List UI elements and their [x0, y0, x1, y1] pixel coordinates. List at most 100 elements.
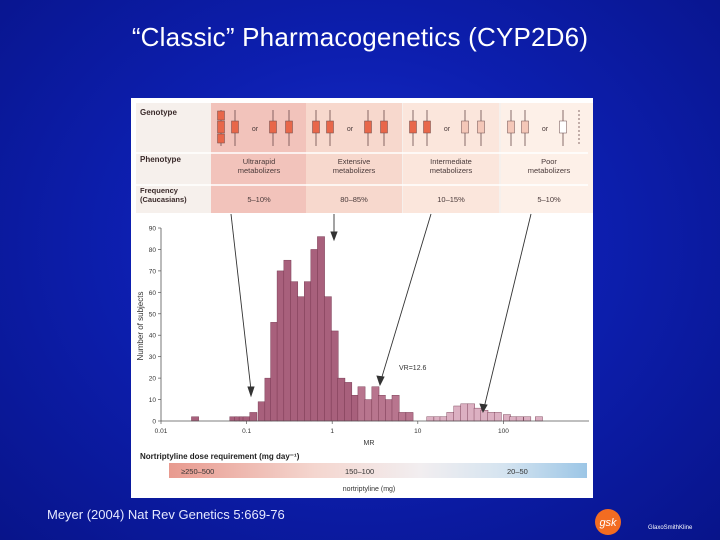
citation: Meyer (2004) Nat Rev Genetics 5:669-76 [47, 507, 285, 522]
phenotype-column-bg [501, 103, 597, 213]
histogram-bar [364, 399, 373, 422]
x-tick-label: 0.01 [155, 428, 168, 435]
y-tick-label: 90 [149, 226, 157, 233]
gene-box [559, 120, 567, 134]
genotype-schematics: or or or or [217, 110, 580, 146]
histogram-bar [257, 401, 266, 422]
gene-box [409, 120, 417, 134]
histogram-bar [191, 416, 199, 422]
histogram-bar [249, 412, 258, 422]
dose-unit: nortriptyline (mg) [343, 486, 396, 493]
gsk-logo: gsk [595, 509, 621, 535]
gene-box [217, 110, 225, 121]
histogram-bar [523, 416, 532, 422]
gene-box [477, 120, 485, 134]
gene-box [461, 120, 469, 134]
dose-gradient-bar [169, 463, 587, 478]
arrow-head [479, 403, 488, 414]
histogram-bar [297, 296, 305, 422]
arrow-head [376, 375, 385, 387]
histogram-bar [509, 416, 517, 422]
gene-box [231, 120, 239, 134]
cyp2d6-figure: Genotype Phenotype Frequency (Caucasians… [136, 103, 597, 493]
histogram-bar [385, 399, 393, 422]
figure-panel: Genotype Phenotype Frequency (Caucasians… [131, 98, 597, 498]
x-tick-label: 0.1 [242, 428, 251, 435]
dose-label: Nortriptyline dose requirement (mg day⁻¹… [140, 452, 300, 461]
gene-box [217, 120, 225, 134]
phenotype-name: Ultrarapid [243, 157, 276, 166]
phenotype-name: Extensive [338, 157, 371, 166]
histogram-bar [391, 395, 400, 422]
histogram-bar [317, 236, 325, 422]
histogram-bar [242, 416, 251, 422]
histogram-bar [276, 270, 285, 422]
vr-annotation: VR=12.6 [399, 365, 427, 372]
or-label: or [347, 126, 354, 133]
histogram-bar [480, 410, 489, 422]
y-tick-label: 10 [149, 397, 157, 404]
y-tick-label: 0 [152, 419, 156, 426]
frequency-value: 10–15% [437, 195, 465, 204]
histogram-bar [439, 416, 448, 422]
arrow-poor [483, 213, 532, 409]
histogram-bar [304, 281, 312, 422]
phenotype-name: Poor [541, 157, 557, 166]
phenotype-label: Phenotype [140, 155, 181, 164]
histogram-bar [535, 416, 543, 422]
histogram-bar [357, 386, 366, 422]
histogram-bar [487, 412, 495, 422]
dose-high: ≥250–500 [181, 467, 214, 476]
y-tick-label: 70 [149, 268, 157, 275]
or-label: or [542, 126, 549, 133]
y-axis-label: Number of subjects [136, 292, 145, 361]
gsk-logo-text: gsk [599, 517, 617, 529]
histogram-bar [371, 386, 380, 422]
gsk-logo-mark [595, 509, 621, 535]
x-axis-label: MR [364, 440, 375, 447]
histogram-bar [378, 395, 386, 422]
gene-box [269, 120, 277, 134]
histogram-bar [324, 296, 332, 422]
phenotype-arrows [230, 213, 532, 414]
histogram-bar [426, 416, 435, 422]
histogram-bar [330, 330, 339, 422]
genotype-label: Genotype [140, 108, 177, 117]
y-tick-label: 60 [149, 290, 157, 297]
histogram-bar [405, 412, 414, 422]
frequency-value: 5–10% [537, 195, 561, 204]
gene-box [217, 133, 225, 144]
histogram-bar [270, 322, 278, 422]
y-tick-label: 40 [149, 333, 157, 340]
x-tick-label: 1 [330, 428, 334, 435]
x-tick-label: 10 [414, 428, 422, 435]
or-label: or [444, 126, 451, 133]
frequency-sublabel: (Caucasians) [140, 195, 187, 204]
histogram-bar [398, 412, 407, 422]
gene-box [312, 120, 320, 134]
gene-box [423, 120, 431, 134]
histogram-bar [283, 259, 292, 422]
histogram-bar [290, 281, 299, 422]
y-tick-label: 50 [149, 311, 157, 318]
y-tick-label: 30 [149, 354, 157, 361]
histogram-bar [453, 405, 462, 422]
phenotype-name: metabolizers [430, 166, 473, 175]
phenotype-name: Intermediate [430, 157, 472, 166]
histogram-bar [337, 377, 346, 422]
histogram-bar [460, 403, 469, 422]
arrow-head [247, 386, 255, 398]
arrow-intermediate [380, 213, 432, 381]
histogram-bar [344, 382, 353, 422]
histogram-bar [446, 412, 455, 422]
y-tick-label: 20 [149, 376, 157, 383]
gene-box [285, 120, 293, 134]
x-tick-label: 100 [498, 428, 509, 435]
histogram-bar [473, 407, 482, 422]
gene-box [326, 120, 334, 134]
histogram-bar [310, 249, 319, 422]
or-label: or [252, 126, 259, 133]
histogram-bar [351, 395, 359, 422]
phenotype-name: metabolizers [238, 166, 281, 175]
gene-box [507, 120, 515, 134]
